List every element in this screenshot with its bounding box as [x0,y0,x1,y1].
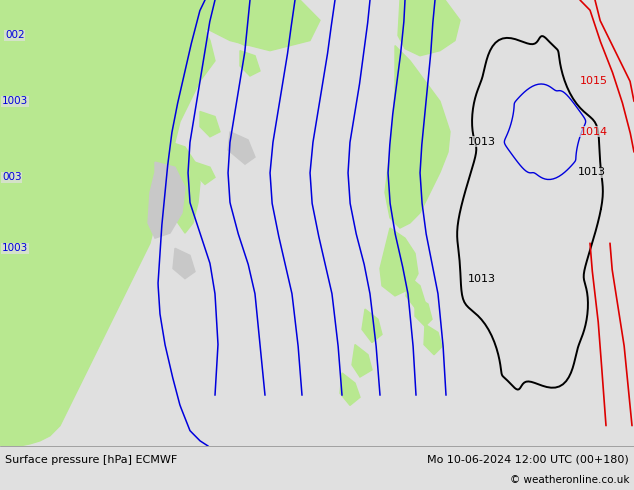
Text: 1014: 1014 [580,127,608,137]
Polygon shape [398,0,460,56]
Polygon shape [0,0,215,446]
Polygon shape [362,309,382,343]
Polygon shape [165,142,200,233]
Polygon shape [130,0,320,50]
Polygon shape [415,296,432,326]
Polygon shape [406,276,425,309]
Polygon shape [352,344,372,377]
Text: 002: 002 [5,30,25,41]
Polygon shape [385,46,450,228]
Polygon shape [173,248,195,279]
Polygon shape [380,228,418,296]
Polygon shape [340,373,360,405]
Text: 1003: 1003 [2,244,29,253]
Polygon shape [148,162,185,238]
Text: 1003: 1003 [2,97,29,106]
Text: 003: 003 [2,172,22,182]
Text: © weatheronline.co.uk: © weatheronline.co.uk [510,475,629,485]
Text: Mo 10-06-2024 12:00 UTC (00+180): Mo 10-06-2024 12:00 UTC (00+180) [427,455,629,465]
Text: 1013: 1013 [578,167,606,177]
Text: 1013: 1013 [468,137,496,147]
Polygon shape [240,50,260,76]
Polygon shape [424,324,442,355]
Text: 1013: 1013 [468,274,496,284]
Text: Surface pressure [hPa] ECMWF: Surface pressure [hPa] ECMWF [5,455,178,465]
Polygon shape [228,132,255,164]
Polygon shape [195,162,215,184]
Text: 1015: 1015 [580,76,608,86]
Polygon shape [200,112,220,137]
Polygon shape [220,0,270,46]
